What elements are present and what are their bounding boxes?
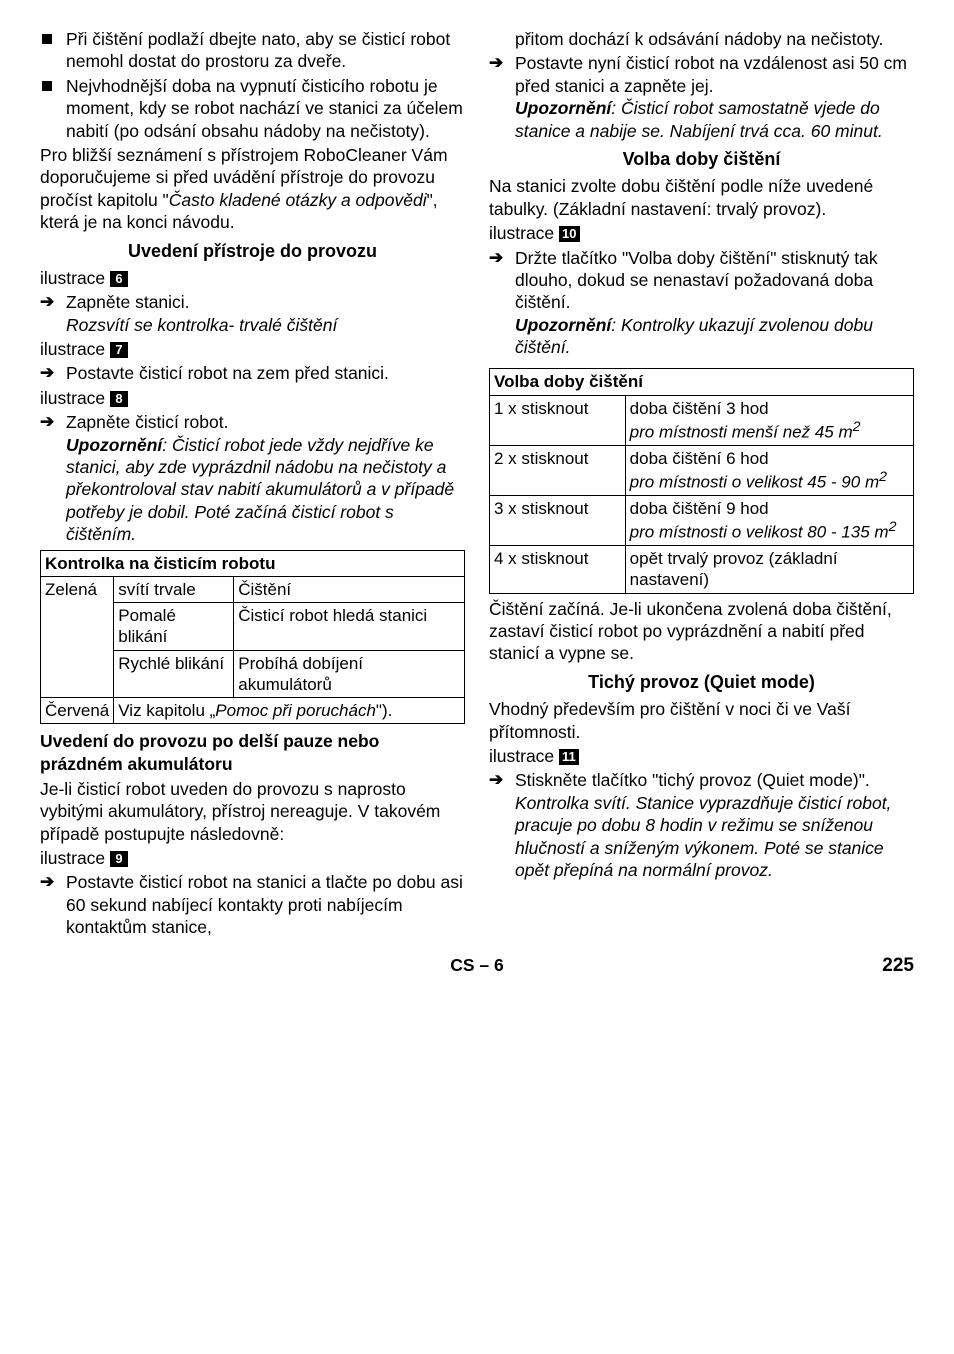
text: ilustrace (40, 848, 105, 868)
text: Upozornění (515, 98, 611, 118)
table-cell: 3 x stisknout (490, 496, 626, 546)
text: Často kladené otázky a odpovědi (169, 190, 427, 210)
text: pro místnosti o velikost 80 - 135 m (630, 523, 889, 542)
text: Zapněte čisticí robot. (66, 412, 228, 432)
table-cell: opět trvalý provoz (základní nastavení) (625, 546, 913, 594)
step-item: Držte tlačítko "Volba doby čištění" stis… (489, 247, 914, 359)
text: doba čištění 6 hod (630, 449, 769, 468)
text: doba čištění 9 hod (630, 499, 769, 518)
table-row: Červená Viz kapitolu „Pomoc při poruchác… (41, 698, 465, 724)
figure-number-icon: 8 (110, 391, 128, 407)
list-item: Nejvhodnější doba na vypnutí čisticího r… (40, 75, 465, 142)
table-cell: svítí trvale (114, 576, 234, 602)
step-item: Postavte čisticí robot na stanici a tlač… (40, 871, 465, 938)
table-title: Kontrolka na čisticím robotu (41, 550, 465, 576)
text: Zapněte stanici. (66, 292, 190, 312)
text: ilustrace (40, 339, 105, 359)
table-title: Volba doby čištění (490, 369, 914, 395)
paragraph: přitom dochází k odsávání nádoby na neči… (489, 28, 914, 50)
table-cell: doba čištění 6 hod pro místnosti o velik… (625, 445, 913, 495)
table-cell: 1 x stisknout (490, 395, 626, 445)
step-item: Zapněte stanici. Rozsvítí se kontrolka- … (40, 291, 465, 336)
table-row: 2 x stisknout doba čištění 6 hod pro mís… (490, 445, 914, 495)
step-item: Postavte nyní čisticí robot na vzdálenos… (489, 52, 914, 142)
text: pro místnosti o velikost 45 - 90 m (630, 473, 879, 492)
table-cell: Probíhá dobíjení akumulátorů (234, 650, 465, 698)
text: Postavte nyní čisticí robot na vzdálenos… (515, 53, 907, 95)
duration-table: Volba doby čištění 1 x stisknout doba či… (489, 368, 914, 593)
step-item: Postavte čisticí robot na zem před stani… (40, 362, 465, 384)
paragraph: Je-li čisticí robot uveden do provozu s … (40, 778, 465, 845)
table-row: 1 x stisknout doba čištění 3 hod pro mís… (490, 395, 914, 445)
text: Pomoc při poruchách (215, 701, 376, 720)
text: Viz kapitolu „ (118, 701, 215, 720)
list-item: Při čištění podlaží dbejte nato, aby se … (40, 28, 465, 73)
figure-number-icon: 11 (559, 749, 579, 765)
step-item: Stiskněte tlačítko "tichý provoz (Quiet … (489, 769, 914, 881)
text: ilustrace (40, 268, 105, 288)
footer-center: CS – 6 (450, 955, 504, 976)
section-heading: Uvedení přístroje do provozu (40, 240, 465, 263)
illustration-ref: ilustrace 10 (489, 222, 914, 244)
table-cell: doba čištění 3 hod pro místnosti menší n… (625, 395, 913, 445)
text: Držte tlačítko "Volba doby čištění" stis… (515, 248, 878, 313)
text: pro místnosti menší než 45 m (630, 423, 853, 442)
illustration-ref: ilustrace 8 (40, 387, 465, 409)
table-cell: Čištění (234, 576, 465, 602)
text: 2 (879, 469, 887, 485)
figure-number-icon: 9 (110, 851, 128, 867)
illustration-ref: ilustrace 9 (40, 847, 465, 869)
table-cell: Rychlé blikání (114, 650, 234, 698)
section-heading: Tichý provoz (Quiet mode) (489, 671, 914, 694)
table-row: Zelená svítí trvale Čištění (41, 576, 465, 602)
step-item: Zapněte čisticí robot. Upozornění: Čisti… (40, 411, 465, 545)
text: Upozornění (66, 435, 162, 455)
subsection-heading: Uvedení do provozu po delší pauze nebo p… (40, 730, 465, 776)
illustration-ref: ilustrace 11 (489, 745, 914, 767)
paragraph: Na stanici zvolte dobu čištění podle níž… (489, 175, 914, 220)
text: Rozsvítí se kontrolka- trvalé čištění (66, 315, 337, 335)
text: ilustrace (40, 388, 105, 408)
table-row: 4 x stisknout opět trvalý provoz (základ… (490, 546, 914, 594)
text: Upozornění (515, 315, 611, 335)
text: Stiskněte tlačítko "tichý provoz (Quiet … (515, 770, 870, 790)
table-cell: Zelená (41, 576, 114, 697)
section-heading: Volba doby čištění (489, 148, 914, 171)
text: "). (376, 701, 392, 720)
table-cell: Čisticí robot hledá stanici (234, 603, 465, 651)
paragraph: Vhodný především pro čištění v noci či v… (489, 698, 914, 743)
table-cell: 2 x stisknout (490, 445, 626, 495)
figure-number-icon: 7 (110, 342, 128, 358)
page-footer: CS – 6 225 (40, 955, 914, 976)
paragraph: Pro bližší seznámení s přístrojem RoboCl… (40, 144, 465, 234)
figure-number-icon: 6 (110, 271, 128, 287)
table-row: 3 x stisknout doba čištění 9 hod pro mís… (490, 496, 914, 546)
table-cell: Pomalé blikání (114, 603, 234, 651)
text: Kontrolka svítí. Stanice vyprazdňuje čis… (515, 793, 891, 880)
text: ilustrace (489, 746, 554, 766)
indicator-table: Kontrolka na čisticím robotu Zelená svít… (40, 550, 465, 725)
table-cell: Červená (41, 698, 114, 724)
illustration-ref: ilustrace 6 (40, 267, 465, 289)
text: 2 (889, 519, 897, 535)
illustration-ref: ilustrace 7 (40, 338, 465, 360)
text: doba čištění 3 hod (630, 399, 769, 418)
figure-number-icon: 10 (559, 226, 579, 242)
paragraph: Čištění začíná. Je-li ukončena zvolená d… (489, 598, 914, 665)
text: 2 (853, 419, 861, 435)
text: ilustrace (489, 223, 554, 243)
table-cell: 4 x stisknout (490, 546, 626, 594)
table-cell: doba čištění 9 hod pro místnosti o velik… (625, 496, 913, 546)
page-number: 225 (882, 955, 914, 977)
table-cell: Viz kapitolu „Pomoc při poruchách"). (114, 698, 465, 724)
